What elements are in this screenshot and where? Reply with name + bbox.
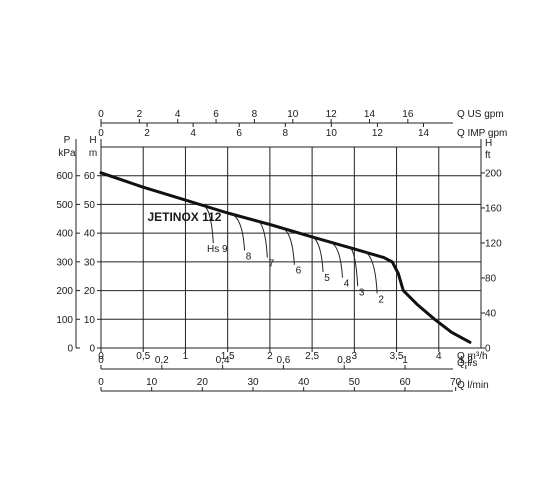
x-top-axis-title: Q IMP gpm <box>457 128 507 139</box>
x-tick-label: 1 <box>183 351 189 362</box>
y-tick-label: 0 <box>89 344 95 355</box>
y-tick-label: 20 <box>84 286 96 297</box>
x-secondary-tick-label: 0,2 <box>155 355 169 366</box>
x-secondary-axis-title: Q l/min <box>457 380 489 391</box>
y-tick-label: 50 <box>84 200 96 211</box>
x-secondary-tick-label: 1,2 <box>459 355 473 366</box>
x-tick-label: 1,5 <box>221 351 235 362</box>
y-ft-tick-label: 80 <box>485 273 497 284</box>
x-secondary-tick-label: 0,4 <box>216 355 230 366</box>
suction-curve-6 <box>349 247 359 287</box>
suction-curve-label: 4 <box>344 279 350 290</box>
suction-curve-label: 8 <box>246 251 252 262</box>
y-ft-tick-label: 40 <box>485 308 497 319</box>
x-tick-label: 3 <box>352 351 358 362</box>
x-secondary-tick-label: 0,6 <box>276 355 290 366</box>
x-tick-label: 4 <box>436 351 442 362</box>
x-top2-tick-label: 4 <box>190 128 196 139</box>
x-top2-tick-label: 8 <box>283 128 289 139</box>
suction-curve-4 <box>311 236 324 272</box>
x-secondary-tick-label: 0,8 <box>337 355 351 366</box>
x-top2-tick-label: 6 <box>236 128 242 139</box>
x-top-tick-label: 2 <box>137 109 143 120</box>
suction-curve-label: 3 <box>359 287 365 298</box>
chart-title: JETINOX 112 <box>147 210 221 224</box>
x-secondary-tick-label: 60 <box>399 377 411 388</box>
x-secondary-tick-label: 30 <box>247 377 259 388</box>
y-ft-tick-label: 200 <box>485 168 502 179</box>
x-top2-tick-label: 2 <box>144 128 150 139</box>
y-ft-tick-label: 160 <box>485 203 502 214</box>
x-top2-tick-label: 0 <box>98 128 104 139</box>
y-kpa-tick-label: 200 <box>56 286 73 297</box>
series-layer <box>99 171 472 344</box>
suction-curve-0 <box>203 205 214 244</box>
x-axis-title: Q m³/h <box>457 351 488 362</box>
x-top-tick-label: 10 <box>287 109 299 120</box>
x-tick-label: 2 <box>267 351 273 362</box>
suction-curve-1 <box>231 214 246 251</box>
y-tick-label: 10 <box>84 315 96 326</box>
x-secondary-tick-label: 10 <box>146 377 158 388</box>
x-secondary-tick-label: 40 <box>298 377 310 388</box>
suction-curve-label: 6 <box>296 266 302 277</box>
x-top-axis-title: Q US gpm <box>457 109 504 120</box>
x-top-tick-label: 6 <box>213 109 219 120</box>
x-top-tick-label: 4 <box>175 109 181 120</box>
y-kpa-tick-label: 600 <box>56 171 73 182</box>
suction-curve-2 <box>256 219 268 258</box>
y-ft-tick-label: 0 <box>485 344 491 355</box>
suction-curve-7 <box>364 251 378 294</box>
x-top-tick-label: 8 <box>252 109 258 120</box>
y-axis-kpa-unit: kPa <box>58 148 76 159</box>
x-secondary-tick-label: 70 <box>450 377 462 388</box>
performance-curve-0 <box>99 171 472 344</box>
x-top-tick-label: 12 <box>326 109 338 120</box>
x-tick-label: 0 <box>98 351 104 362</box>
x-top-tick-label: 16 <box>402 109 414 120</box>
x-secondary-tick-label: 0 <box>98 377 104 388</box>
grid-lines <box>101 146 482 349</box>
x-top2-tick-label: 14 <box>418 128 430 139</box>
x-top2-tick-label: 12 <box>372 128 384 139</box>
x-top2-tick-label: 10 <box>326 128 338 139</box>
x-top-tick-label: 14 <box>364 109 376 120</box>
y-kpa-tick-label: 500 <box>56 200 73 211</box>
y-kpa-tick-label: 0 <box>67 344 73 355</box>
y-axis-ft-unit: ft <box>485 150 491 161</box>
x-top-tick-label: 0 <box>98 109 104 120</box>
x-secondary-axis-title: Q l/s <box>457 358 478 369</box>
x-secondary-tick-label: 50 <box>349 377 361 388</box>
x-tick-label: 2,5 <box>305 351 319 362</box>
suction-curve-5 <box>331 242 344 278</box>
y-axis-kpa-title: P <box>64 135 71 146</box>
y-tick-label: 60 <box>84 171 96 182</box>
y-ft-tick-label: 120 <box>485 238 502 249</box>
suction-curve-label: 2 <box>378 294 384 305</box>
y-tick-label: 30 <box>84 257 96 268</box>
suction-curve-3 <box>282 227 295 265</box>
y-axis-h-unit: m <box>89 148 97 159</box>
suction-curve-label: 5 <box>324 273 330 284</box>
suction-curve-label: Hs 9 <box>207 244 228 255</box>
y-tick-label: 40 <box>84 229 96 240</box>
y-axis-h-title: H <box>89 135 96 146</box>
x-secondary-tick-label: 20 <box>197 377 209 388</box>
suction-curve-label: 7 <box>269 259 275 270</box>
x-secondary-tick-label: 1 <box>402 355 408 366</box>
x-tick-label: 3,5 <box>390 351 404 362</box>
y-kpa-tick-label: 100 <box>56 315 73 326</box>
y-kpa-tick-label: 300 <box>56 257 73 268</box>
labels-layer: Hs 9 8 7 6 5 43 2 JETINOX 112 <box>147 210 384 306</box>
x-tick-label: 0,5 <box>136 351 150 362</box>
x-secondary-tick-label: 0 <box>98 355 104 366</box>
y-kpa-tick-label: 400 <box>56 229 73 240</box>
y-axis-ft-title: H <box>485 138 492 149</box>
axes: 0102030405060Hm0100200300400500600PkPa04… <box>56 109 507 392</box>
